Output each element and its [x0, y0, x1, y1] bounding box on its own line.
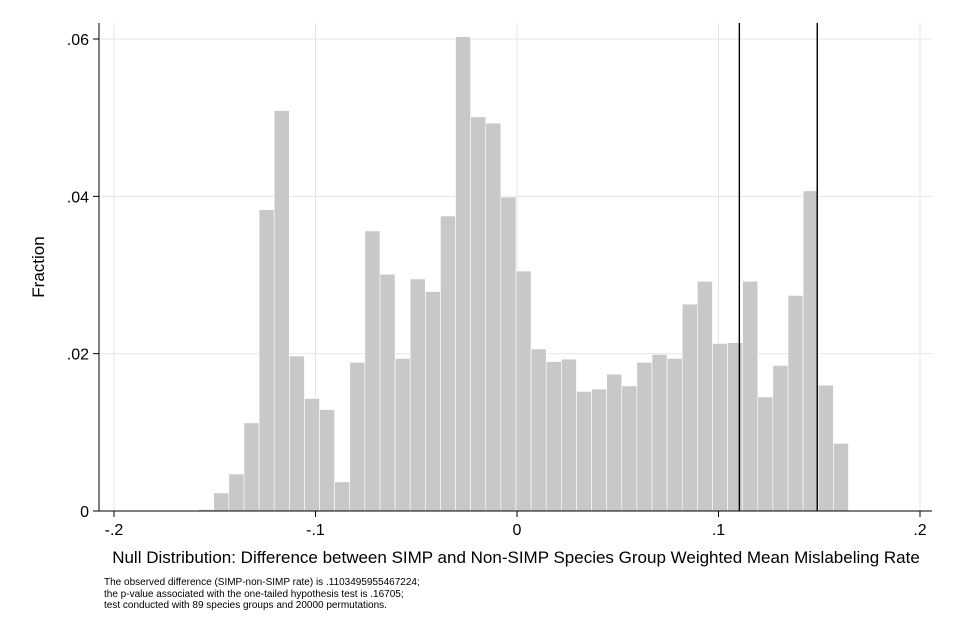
- histogram-bar: [545, 361, 562, 512]
- histogram-bar: [757, 396, 774, 512]
- histogram-bar: [576, 391, 592, 512]
- y-axis-ticks: 0 .02 .04 .06: [67, 32, 99, 521]
- histogram-bar: [561, 358, 577, 512]
- histogram-bar: [425, 291, 441, 512]
- histogram-bar: [636, 362, 653, 512]
- histogram-bar: [621, 385, 638, 512]
- y-tick-label: 0: [80, 504, 89, 521]
- histogram-bar: [500, 196, 517, 512]
- y-axis-title: Fraction: [29, 236, 48, 297]
- y-tick-label: .06: [67, 32, 89, 49]
- histogram-bar: [213, 492, 230, 512]
- histogram-bar: [440, 215, 456, 512]
- histogram-bar: [742, 280, 759, 512]
- histogram-bar: [273, 110, 290, 512]
- histogram-bar: [787, 295, 804, 512]
- axes: [98, 23, 932, 512]
- histogram-bar: [258, 209, 275, 512]
- histogram-bar: [712, 343, 728, 512]
- histogram-bar: [409, 278, 426, 512]
- histogram-bar: [697, 280, 713, 512]
- histogram-bar: [606, 373, 623, 512]
- histogram-bar: [228, 473, 245, 512]
- reference-lines: [738, 23, 818, 511]
- x-tick-label: -.2: [105, 522, 124, 539]
- x-tick-label: .2: [913, 522, 926, 539]
- x-axis-title: Null Distribution: Difference between SI…: [112, 548, 920, 567]
- histogram-bar: [530, 348, 547, 512]
- histogram-bar: [515, 270, 532, 512]
- y-tick-label: .02: [67, 347, 89, 364]
- x-axis-ticks: -.2 -.1 0 .1 .2: [105, 511, 927, 539]
- histogram-bar: [802, 190, 819, 512]
- histogram-bar: [772, 365, 789, 512]
- note-line-1: The observed difference (SIMP-non-SIMP r…: [104, 577, 420, 588]
- note-line-2: the p-value associated with the one-tail…: [104, 588, 404, 600]
- histogram-bar: [591, 388, 607, 512]
- histogram-bar: [727, 342, 743, 512]
- note-line-3: test conducted with 89 species groups an…: [104, 600, 387, 611]
- histogram-bar: [334, 481, 351, 512]
- histogram-bar: [817, 384, 834, 512]
- histogram-bar: [319, 409, 335, 512]
- x-tick-label: -.1: [306, 522, 325, 539]
- histogram-bar: [681, 303, 698, 512]
- histogram-bar: [666, 358, 683, 512]
- histogram-bar: [651, 354, 668, 512]
- histogram-bar: [289, 355, 305, 512]
- histogram-bar: [364, 230, 381, 512]
- histogram-bar: [304, 398, 320, 512]
- histogram-bars: [198, 36, 849, 512]
- histogram-bar: [379, 273, 396, 512]
- histogram-bar: [485, 122, 502, 512]
- histogram-bar: [394, 358, 411, 512]
- x-tick-label: .1: [712, 522, 725, 539]
- histogram-bar: [833, 443, 849, 512]
- histogram-bar: [455, 36, 471, 512]
- histogram-bar: [349, 362, 366, 512]
- y-tick-label: .04: [67, 189, 89, 206]
- histogram-bar: [243, 422, 260, 512]
- histogram-bar: [470, 116, 487, 512]
- x-tick-label: 0: [513, 522, 522, 539]
